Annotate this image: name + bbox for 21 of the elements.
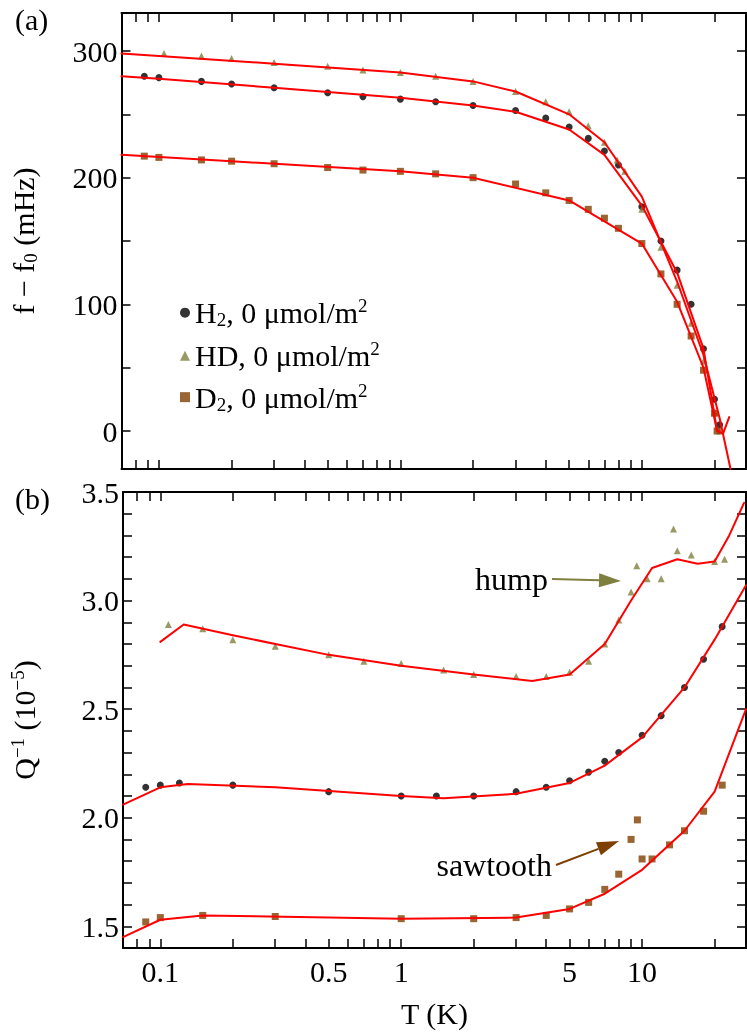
x-tick-label: 5	[562, 954, 578, 988]
x-tick-label: 1	[393, 954, 409, 988]
y-tick-label: 200	[72, 161, 118, 195]
x-tick-label: 0.1	[141, 954, 180, 988]
y-axis-title: Q−1 (10−5)	[7, 660, 42, 780]
y-tick-label: 2.0	[81, 801, 119, 835]
x-tick-label: 0.5	[309, 954, 348, 988]
y-axis-title: f − f0 (mHz)	[6, 167, 41, 315]
y-tick-label: 3.0	[81, 584, 119, 618]
y-tick-label: 1.5	[81, 909, 119, 943]
chart-title: (a)	[15, 2, 49, 37]
x-axis-title: T (K)	[401, 996, 468, 1031]
chart-title: (b)	[15, 481, 50, 516]
y-tick-label: 0	[102, 414, 118, 448]
annotation: hump	[475, 561, 548, 597]
y-tick-label: 2.5	[81, 692, 119, 726]
x-tick-label: 10	[627, 954, 658, 988]
y-tick-label: 300	[72, 34, 118, 68]
annotation: sawtooth	[436, 847, 552, 883]
y-tick-label: 100	[72, 287, 118, 321]
y-tick-label: 3.5	[81, 475, 119, 509]
